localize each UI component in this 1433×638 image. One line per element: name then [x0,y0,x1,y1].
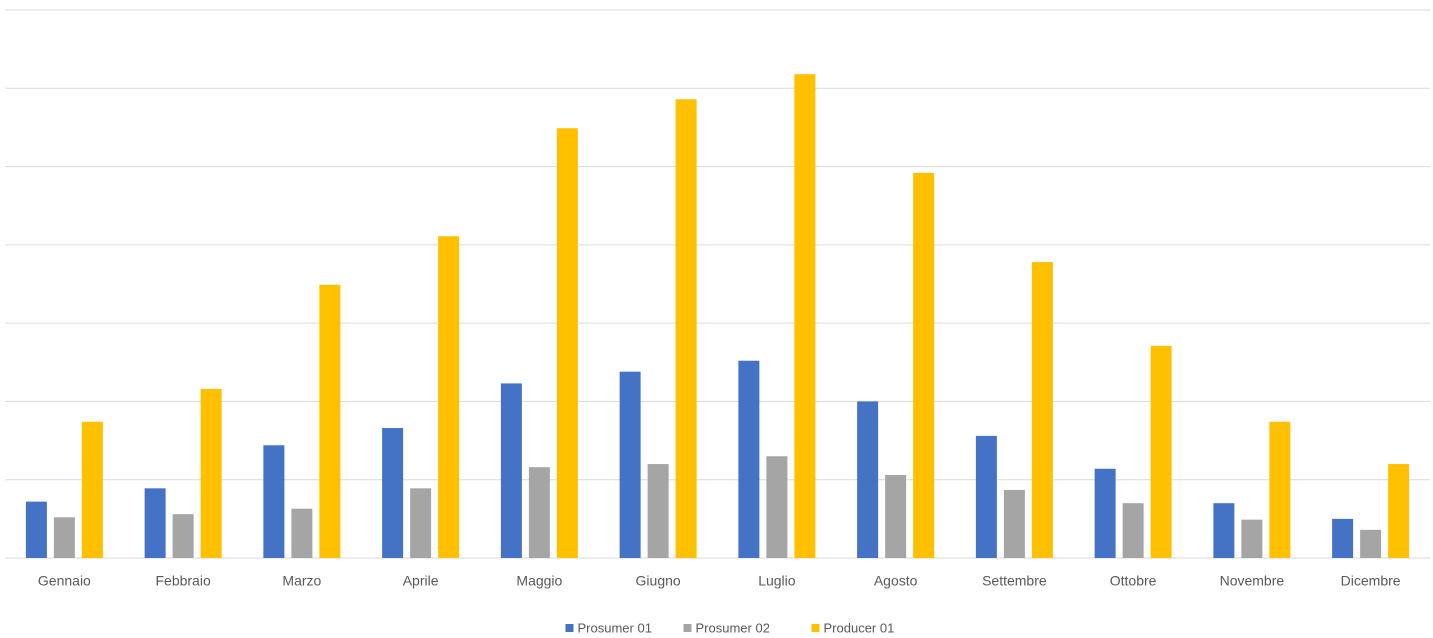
bar [794,74,816,559]
bar [1269,421,1291,558]
bar [1388,464,1410,558]
bar [200,388,222,558]
bar [81,421,103,558]
legend-label: Producer 01 [824,620,895,635]
legend-swatch [565,624,574,632]
bar [619,371,641,558]
bar [675,99,697,558]
bar [263,445,285,558]
legend-label: Prosumer 01 [578,620,652,635]
bar [1031,262,1053,558]
x-tick-label: Agosto [874,573,918,589]
bar [913,172,935,558]
bar [53,517,75,558]
x-tick-label: Settembre [982,573,1047,589]
x-tick-label: Maggio [516,573,562,589]
bar [1150,345,1172,558]
bar [144,488,166,558]
bar [528,467,550,558]
bar [319,284,341,558]
bar [382,428,404,558]
bar [857,401,879,558]
legend-swatch [811,624,820,632]
bar [25,501,47,558]
x-tick-label: Giugno [636,573,681,589]
bar [291,508,313,558]
legend-swatch [683,624,692,632]
x-tick-label: Luglio [758,573,796,589]
x-tick-label: Gennaio [38,573,91,589]
x-tick-label: Marzo [282,573,321,589]
bar [738,360,760,558]
bar [1241,519,1263,558]
bar [766,456,788,558]
bar [647,464,669,558]
bar [1360,529,1382,558]
x-tick-label: Ottobre [1110,573,1157,589]
bar [1122,503,1144,558]
bar [438,236,460,558]
bar [410,488,432,558]
bar [1213,503,1235,558]
bar [500,383,522,558]
x-tick-label: Dicembre [1341,573,1401,589]
bar [556,128,578,558]
x-tick-label: Aprile [403,573,439,589]
bar [885,475,907,558]
legend-label: Prosumer 02 [696,620,770,635]
bar [1332,518,1354,558]
bar [1094,468,1116,558]
bar [172,514,194,558]
x-tick-label: Febbraio [155,573,210,589]
x-tick-label: Novembre [1220,573,1285,589]
bar [1003,489,1025,558]
bar [975,435,997,558]
